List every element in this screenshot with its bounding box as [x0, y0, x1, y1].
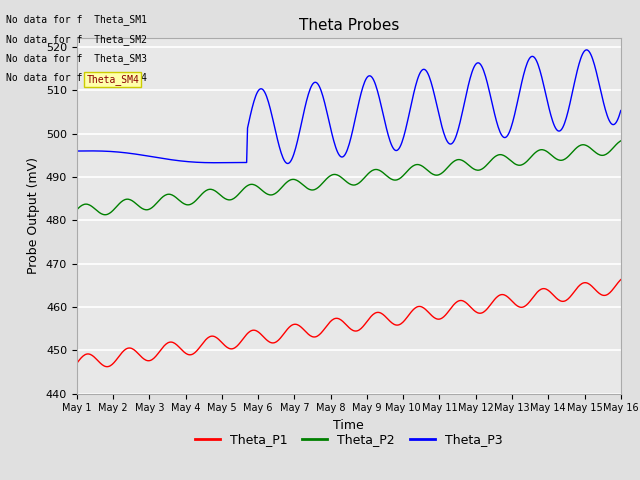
Theta_P2	[214, 190, 221, 195]
Theta_P1	[170, 340, 178, 346]
Theta_P1	[483, 306, 491, 312]
Theta_P3	[169, 157, 177, 163]
Line: Theta_P2: Theta_P2	[77, 141, 621, 215]
Theta_P2	[170, 193, 178, 199]
Theta_P2	[101, 212, 109, 217]
Theta_P1	[617, 277, 625, 283]
Theta_P1	[394, 322, 402, 328]
Y-axis label: Probe Output (mV): Probe Output (mV)	[28, 157, 40, 275]
Title: Theta Probes: Theta Probes	[299, 18, 399, 33]
Theta_P1	[103, 364, 111, 370]
Theta_P3	[483, 80, 491, 86]
Line: Theta_P1: Theta_P1	[77, 280, 621, 367]
Theta_P1	[320, 327, 328, 333]
Theta_P2	[320, 179, 328, 185]
Theta_P2	[617, 138, 625, 144]
Theta_P3	[284, 161, 291, 167]
Text: No data for f  Theta_SM4: No data for f Theta_SM4	[6, 72, 147, 83]
Theta_P2	[437, 171, 445, 177]
Theta_P3	[394, 146, 402, 152]
Text: Theta_SM4: Theta_SM4	[86, 74, 140, 85]
Text: No data for f  Theta_SM1: No data for f Theta_SM1	[6, 14, 147, 25]
Text: No data for f  Theta_SM2: No data for f Theta_SM2	[6, 34, 147, 45]
Theta_P2	[483, 162, 491, 168]
Theta_P3	[73, 148, 81, 154]
Legend: Theta_P1, Theta_P2, Theta_P3: Theta_P1, Theta_P2, Theta_P3	[190, 428, 508, 451]
Theta_P3	[617, 108, 625, 113]
Theta_P3	[437, 120, 445, 126]
Theta_P3	[213, 160, 221, 166]
Theta_P3	[320, 97, 328, 103]
X-axis label: Time: Time	[333, 419, 364, 432]
Theta_P1	[73, 360, 81, 366]
Theta_P1	[437, 316, 445, 322]
Line: Theta_P3: Theta_P3	[77, 50, 621, 164]
Theta_P2	[73, 207, 81, 213]
Text: No data for f  Theta_SM3: No data for f Theta_SM3	[6, 53, 147, 64]
Theta_P1	[214, 336, 221, 341]
Theta_P3	[582, 47, 590, 53]
Theta_P2	[394, 177, 402, 182]
